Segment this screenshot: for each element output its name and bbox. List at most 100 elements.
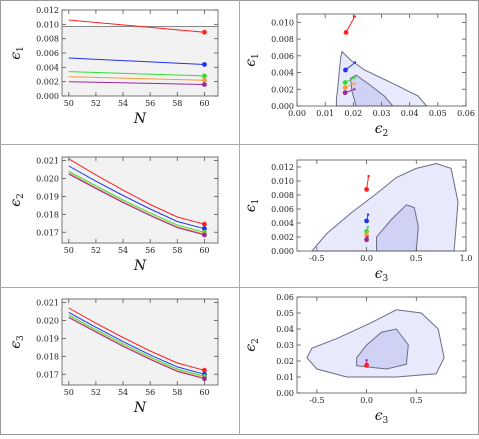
series-endpoint-red bbox=[365, 363, 368, 367]
x-tick-label: 0.00 bbox=[288, 109, 306, 118]
series-line-orange bbox=[68, 316, 205, 379]
x-tick-label: 0.0 bbox=[360, 396, 373, 405]
y-tick-label: 0.019 bbox=[36, 334, 59, 343]
plot-frame bbox=[61, 298, 219, 386]
plot-frame bbox=[296, 159, 467, 252]
series-point-orange bbox=[202, 77, 207, 83]
series-point-red bbox=[202, 367, 207, 373]
y-tick-label: 0.008 bbox=[271, 35, 294, 44]
y-tick-label: 0.004 bbox=[36, 63, 59, 72]
y-tick-label: 0.017 bbox=[36, 228, 59, 237]
series-endpoint-purple bbox=[366, 235, 369, 239]
y-tick-label: 0.012 bbox=[271, 163, 294, 172]
series-point-purple bbox=[342, 90, 348, 96]
y-tick-label: 0.018 bbox=[36, 352, 59, 361]
y-tick-label: 0.06 bbox=[276, 293, 294, 302]
y-tick-label: 0.000 bbox=[271, 247, 294, 256]
series-point-orange bbox=[342, 85, 348, 90]
x-tick-label: 50 bbox=[64, 246, 74, 255]
series-line-red bbox=[345, 16, 356, 33]
series-line-orange bbox=[68, 76, 205, 81]
series-endpoint-purple bbox=[353, 88, 356, 91]
x-tick-label: 0.02 bbox=[344, 109, 362, 118]
x-tick-label: 56 bbox=[145, 246, 155, 255]
chart-panel-p31: 50 52 54 56 58 60 0.017 0.018 0.019 0.020 0.021 Nϵ3 bbox=[8, 298, 219, 416]
series-point-blue bbox=[202, 226, 207, 232]
x-tick-label: 56 bbox=[145, 99, 155, 108]
y-tick-label: 0.008 bbox=[36, 35, 59, 44]
y-tick-label: 0.010 bbox=[36, 20, 59, 29]
x-axis-label: ϵ3 bbox=[375, 408, 389, 426]
chart-panel-p32: -0.5 0.0 0.5 0.00 0.01 0.02 0.03 0.04 0.05 0.06 ϵ3… bbox=[243, 293, 467, 426]
x-tick-label: 54 bbox=[118, 388, 128, 397]
series-endpoint-orange bbox=[366, 230, 369, 234]
contour-inner bbox=[376, 204, 419, 252]
y-tick-label: 0.006 bbox=[271, 52, 294, 61]
contour-inner bbox=[356, 328, 409, 370]
series-line-red bbox=[68, 158, 205, 225]
x-tick-label: 54 bbox=[118, 99, 128, 108]
x-tick-label: 54 bbox=[118, 246, 128, 255]
y-tick-label: 0.01 bbox=[276, 373, 294, 382]
y-tick-label: 0.002 bbox=[271, 85, 294, 94]
x-tick-label: 0.05 bbox=[429, 109, 447, 118]
y-tick-label: 0.04 bbox=[276, 325, 294, 334]
x-tick-label: 58 bbox=[172, 246, 182, 255]
x-tick-label: 0.06 bbox=[457, 109, 475, 118]
x-axis-label: ϵ2 bbox=[375, 121, 389, 139]
series-line-purple bbox=[68, 81, 205, 85]
series-endpoint-orange bbox=[353, 82, 356, 85]
series-line-purple bbox=[68, 317, 205, 380]
y-tick-label: 0.004 bbox=[271, 69, 294, 78]
series-line-purple bbox=[68, 173, 205, 236]
x-tick-label: 50 bbox=[64, 388, 74, 397]
y-axis-label: ϵ2 bbox=[243, 338, 261, 352]
series-point-purple bbox=[202, 232, 207, 238]
series-endpoint-blue bbox=[366, 213, 370, 216]
y-axis-label: ϵ2 bbox=[8, 193, 26, 207]
y-axis-label: ϵ1 bbox=[243, 199, 261, 213]
y-tick-label: 0.006 bbox=[36, 49, 59, 58]
plot-frame bbox=[61, 156, 219, 244]
x-tick-label: 60 bbox=[199, 388, 209, 397]
series-point-red bbox=[364, 187, 369, 192]
series-line-blue bbox=[68, 165, 205, 230]
x-tick-label: 52 bbox=[91, 99, 101, 108]
series-endpoint-green bbox=[366, 226, 369, 229]
y-tick-label: 0.010 bbox=[271, 18, 294, 27]
series-line-green bbox=[68, 314, 205, 377]
series-point-blue bbox=[364, 218, 369, 224]
series-line-green bbox=[68, 71, 205, 77]
series-point-red bbox=[343, 30, 349, 35]
x-tick-label: 50 bbox=[64, 99, 74, 108]
y-tick-label: 0.012 bbox=[36, 6, 59, 15]
chart-panel-p12: 0.00 0.01 0.02 0.03 0.04 0.05 0.06 0.000 0.002 0.… bbox=[243, 13, 475, 139]
x-tick-label: 60 bbox=[199, 99, 209, 108]
y-tick-label: 0.05 bbox=[276, 309, 294, 318]
x-axis-label: N bbox=[133, 111, 147, 127]
y-tick-label: 0.010 bbox=[271, 177, 294, 186]
y-tick-label: 0.017 bbox=[36, 370, 59, 379]
series-line-orange bbox=[68, 172, 205, 235]
series-line-green bbox=[68, 170, 205, 233]
series-endpoint-red bbox=[353, 15, 356, 18]
x-tick-label: -0.5 bbox=[309, 254, 324, 263]
chart-panel-p11: 50 52 54 56 58 60 0.000 0.002 0.004 0.006 0.008 0.0… bbox=[8, 6, 219, 127]
series-endpoint-blue bbox=[353, 61, 357, 64]
series-line-red bbox=[68, 19, 205, 33]
y-axis-label: ϵ3 bbox=[8, 335, 26, 349]
x-tick-label: 0.5 bbox=[410, 254, 423, 263]
x-tick-label: 1.0 bbox=[460, 254, 473, 263]
y-tick-label: 0.00 bbox=[276, 389, 294, 398]
series-point-purple bbox=[364, 237, 369, 243]
x-tick-label: 58 bbox=[172, 388, 182, 397]
series-point-green bbox=[342, 80, 348, 85]
x-tick-label: 0.0 bbox=[360, 254, 373, 263]
y-tick-label: 0.018 bbox=[36, 210, 59, 219]
series-point-blue bbox=[343, 67, 348, 73]
series-line-blue bbox=[68, 311, 205, 375]
y-tick-label: 0.021 bbox=[36, 299, 59, 308]
y-tick-label: 0.021 bbox=[36, 157, 59, 166]
